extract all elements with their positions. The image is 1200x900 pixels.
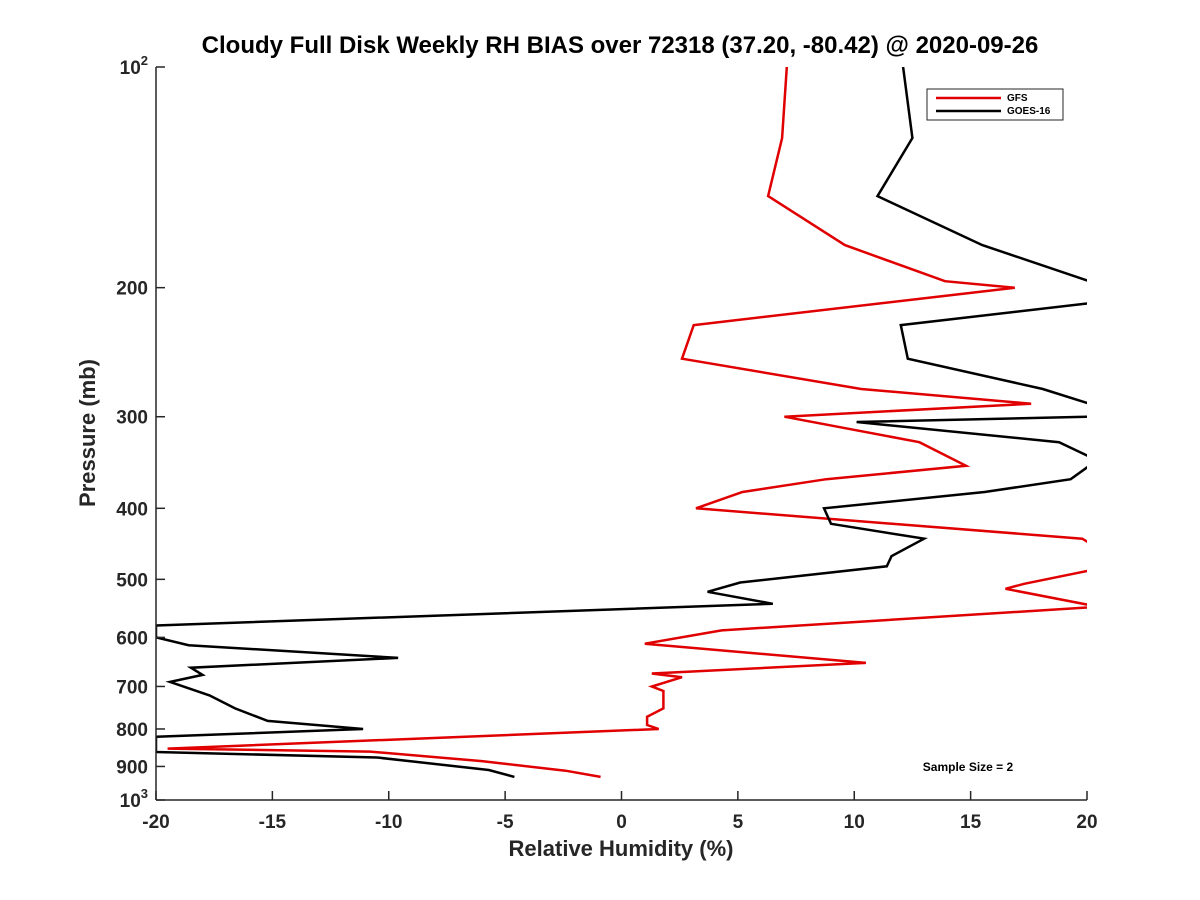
x-tick-label: 10	[844, 812, 865, 833]
y-tick-label: 400	[116, 499, 148, 520]
x-tick-label: 0	[616, 812, 627, 833]
y-tick-label: 800	[116, 720, 148, 741]
x-tick-label: -20	[142, 812, 169, 833]
chart-title: Cloudy Full Disk Weekly RH BIAS over 723…	[202, 32, 1039, 59]
legend: GFS GOES-16	[926, 88, 1064, 121]
y-tick-label: 600	[116, 628, 148, 649]
y-tick-label: 103	[120, 786, 148, 812]
y-tick-label: 102	[120, 53, 148, 79]
y-tick-label: 900	[116, 757, 148, 778]
x-tick-label: -5	[497, 812, 514, 833]
y-tick-label: 500	[116, 570, 148, 591]
y-ticks: 102 200 300 400 500 600 700 800 900 103	[116, 53, 165, 812]
series-line-goes16	[156, 67, 1087, 779]
x-tick-label: 20	[1076, 812, 1097, 833]
y-tick-label: 200	[116, 279, 148, 300]
legend-box	[926, 88, 1064, 121]
legend-label-goes16: GOES-16	[1007, 106, 1051, 117]
y-tick-label: 700	[116, 677, 148, 698]
x-tick-label: -10	[375, 812, 402, 833]
x-ticks: -20 -15 -10 -5 0 5 10 15 20	[142, 791, 1098, 833]
x-tick-label: 15	[960, 812, 982, 833]
x-tick-label: -15	[259, 812, 287, 833]
y-axis-label: Pressure (mb)	[75, 359, 100, 507]
series-line-gfs	[167, 67, 1087, 779]
series-layer	[156, 67, 1087, 779]
x-axis-label: Relative Humidity (%)	[509, 836, 734, 861]
x-tick-label: 5	[733, 812, 744, 833]
plot-area: -20 -15 -10 -5 0 5 10 15 20 102 200 300 400 500 600 70…	[116, 53, 1098, 833]
y-tick-label: 300	[116, 408, 148, 429]
sample-size-annotation: Sample Size = 2	[923, 760, 1014, 774]
legend-label-gfs: GFS	[1007, 93, 1028, 104]
